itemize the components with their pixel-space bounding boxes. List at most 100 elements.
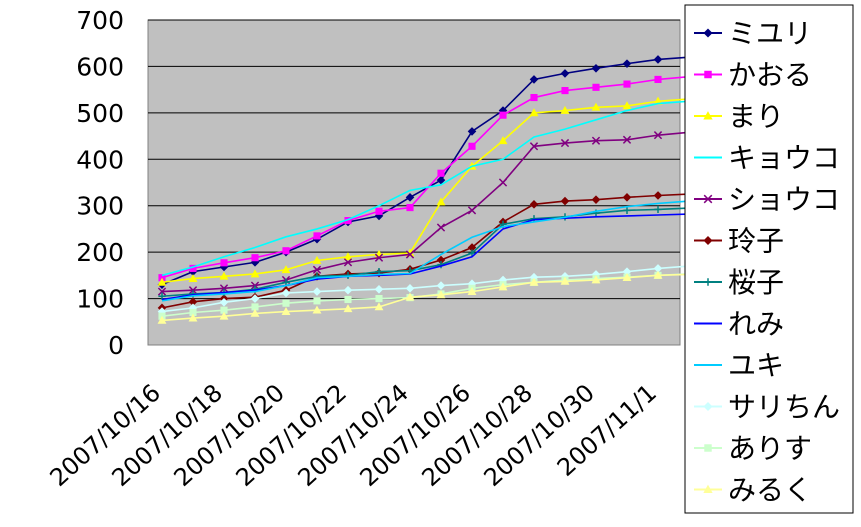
legend-label: ショウコ bbox=[728, 183, 840, 216]
data-point bbox=[622, 101, 632, 110]
legend-label: ユキ bbox=[728, 349, 784, 382]
legend-label: まり bbox=[728, 100, 784, 133]
data-point bbox=[703, 111, 713, 120]
legend-entry: れみ bbox=[694, 308, 784, 341]
legend-entry: まり bbox=[694, 100, 784, 133]
data-point bbox=[591, 136, 601, 145]
legend-label: サリちん bbox=[728, 391, 840, 424]
data-point bbox=[622, 59, 632, 68]
data-point bbox=[467, 286, 477, 295]
data-point bbox=[653, 191, 663, 200]
y-tick-label: 100 bbox=[76, 285, 124, 314]
data-point bbox=[622, 273, 632, 282]
data-point bbox=[312, 287, 322, 296]
data-point bbox=[374, 253, 384, 262]
legend-entry: ユキ bbox=[694, 349, 784, 382]
data-point bbox=[281, 288, 291, 298]
data-point bbox=[344, 295, 352, 304]
data-point bbox=[529, 142, 539, 151]
data-point bbox=[405, 193, 415, 202]
data-point bbox=[623, 80, 631, 88]
data-point bbox=[343, 252, 353, 261]
data-point bbox=[591, 275, 601, 284]
data-point bbox=[591, 63, 601, 73]
data-point bbox=[405, 292, 415, 301]
legend-label: みるく bbox=[728, 474, 812, 507]
series-line bbox=[161, 56, 690, 286]
data-point bbox=[654, 205, 662, 214]
data-point bbox=[312, 255, 322, 264]
data-point bbox=[437, 169, 445, 177]
data-point bbox=[530, 215, 538, 223]
legend-entry: サリちん bbox=[694, 391, 840, 424]
data-point bbox=[436, 281, 446, 290]
data-point bbox=[343, 304, 353, 313]
legend-label: ミユリ bbox=[728, 17, 812, 50]
data-point bbox=[157, 277, 167, 286]
data-point bbox=[653, 55, 663, 64]
series-4 bbox=[157, 128, 694, 296]
data-point bbox=[158, 292, 166, 300]
data-point bbox=[467, 127, 477, 136]
series-line bbox=[161, 100, 690, 277]
legend-label: 桜子 bbox=[728, 266, 784, 299]
data-point bbox=[529, 277, 539, 286]
legend-label: 玲子 bbox=[728, 225, 784, 258]
data-point bbox=[157, 287, 167, 296]
data-point bbox=[219, 284, 229, 293]
data-point bbox=[188, 273, 198, 282]
data-point bbox=[622, 135, 632, 144]
series-line bbox=[161, 200, 690, 302]
data-point bbox=[219, 311, 229, 320]
data-point bbox=[654, 75, 662, 83]
y-tick-label: 500 bbox=[76, 99, 124, 128]
data-point bbox=[282, 278, 290, 286]
legend-label: ありす bbox=[728, 432, 812, 465]
y-tick-label: 400 bbox=[76, 145, 124, 174]
data-point bbox=[560, 196, 570, 206]
data-point bbox=[653, 131, 663, 140]
data-point bbox=[436, 223, 446, 232]
data-point bbox=[703, 235, 713, 246]
data-point bbox=[468, 142, 476, 150]
data-point bbox=[374, 302, 384, 311]
legend-label: キョウコ bbox=[728, 142, 840, 175]
data-point bbox=[499, 111, 507, 119]
data-point bbox=[529, 108, 539, 117]
data-point bbox=[498, 282, 508, 291]
data-point bbox=[529, 75, 539, 84]
data-point bbox=[622, 193, 632, 202]
series-3 bbox=[161, 100, 690, 277]
legend-entry: かおる bbox=[694, 59, 812, 92]
legend-entry: ショウコ bbox=[694, 183, 840, 216]
data-point bbox=[405, 250, 415, 259]
data-point bbox=[375, 207, 383, 215]
series-line bbox=[161, 273, 690, 322]
legend-entry: ミユリ bbox=[694, 17, 812, 50]
data-point bbox=[343, 285, 353, 295]
data-point bbox=[406, 204, 414, 212]
data-point bbox=[704, 278, 712, 286]
data-point bbox=[250, 269, 260, 278]
legend-entry: 玲子 bbox=[694, 225, 784, 258]
data-point bbox=[313, 297, 321, 305]
data-point bbox=[250, 308, 260, 317]
series-8 bbox=[161, 200, 690, 302]
data-point bbox=[704, 444, 712, 452]
legend-entry: 桜子 bbox=[694, 266, 784, 299]
data-point bbox=[281, 265, 291, 274]
data-point bbox=[313, 232, 321, 240]
data-point bbox=[436, 290, 446, 299]
data-point bbox=[591, 195, 601, 204]
data-point bbox=[250, 294, 260, 303]
y-tick-label: 200 bbox=[76, 238, 124, 267]
y-tick-label: 0 bbox=[108, 331, 124, 360]
data-point bbox=[220, 259, 228, 267]
data-point bbox=[530, 93, 538, 102]
data-point bbox=[405, 284, 415, 293]
data-point bbox=[560, 276, 570, 285]
data-point bbox=[374, 284, 384, 294]
data-point bbox=[375, 295, 383, 303]
data-point bbox=[529, 200, 539, 209]
y-tick-label: 600 bbox=[76, 52, 124, 81]
